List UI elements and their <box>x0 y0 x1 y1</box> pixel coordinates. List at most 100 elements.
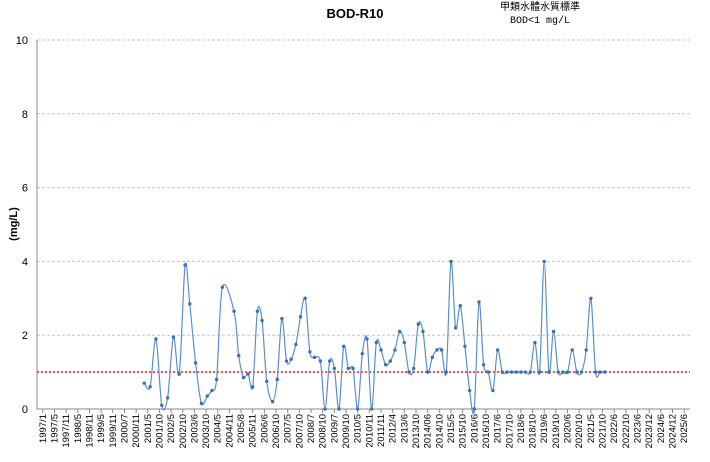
x-axis-ticks: 1997/1 1997/5 1997/11 1998/5 1998/11 1999/5 19… <box>38 414 690 448</box>
data-point <box>593 370 598 374</box>
data-point <box>346 366 351 371</box>
data-point <box>491 388 495 393</box>
data-point <box>341 344 346 348</box>
data-point <box>407 370 411 374</box>
x-tick-label: 2001/5 <box>143 414 154 443</box>
x-tick-label: 2014/10 <box>434 414 445 448</box>
x-tick-label: 2005/8 <box>236 414 247 443</box>
data-point <box>241 375 246 380</box>
data-point <box>365 337 369 341</box>
data-point <box>154 337 158 341</box>
x-tick-label: 2025/6 <box>679 414 690 443</box>
data-point <box>351 366 355 371</box>
data-point <box>519 370 523 374</box>
y-axis-label: (mg/L) <box>8 207 20 241</box>
data-point <box>509 370 514 374</box>
x-tick-label: 2010/11 <box>364 414 375 448</box>
x-tick-label: 2020/6 <box>563 414 574 443</box>
data-point <box>579 370 584 374</box>
data-point <box>379 348 383 352</box>
data-point <box>537 370 542 374</box>
data-point <box>547 370 551 374</box>
x-tick-label: 2021/10 <box>598 414 609 448</box>
data-point <box>237 353 241 358</box>
x-tick-label: 1997/1 <box>38 414 49 443</box>
data-point <box>205 394 209 398</box>
data-point <box>477 300 481 304</box>
data-point <box>561 370 565 374</box>
data-point <box>284 359 289 363</box>
data-point <box>275 377 279 382</box>
data-point <box>260 318 264 323</box>
data-point <box>575 370 579 374</box>
data-point <box>411 366 416 371</box>
x-tick-label: 2001/10 <box>154 414 165 448</box>
x-tick-label: 2018/10 <box>528 414 539 448</box>
data-point <box>495 348 500 352</box>
data-point <box>449 259 453 264</box>
data-point <box>298 315 303 319</box>
data-point <box>171 335 176 339</box>
data-point <box>430 355 434 360</box>
data-point <box>500 370 504 374</box>
x-tick-label: 2015/5 <box>446 414 457 443</box>
data-point <box>570 348 574 352</box>
data-point <box>280 316 284 321</box>
data-point <box>270 399 275 404</box>
data-point <box>188 302 192 306</box>
data-point <box>472 407 476 411</box>
data-point <box>337 407 341 411</box>
data-point <box>199 401 204 406</box>
data-point <box>388 359 393 363</box>
data-point <box>505 370 509 374</box>
x-tick-label: 2013/10 <box>411 414 422 448</box>
data-point <box>193 361 198 365</box>
x-tick-label: 2015/10 <box>458 414 469 448</box>
x-tick-label: 2024/6 <box>656 414 667 443</box>
gridlines <box>37 39 690 336</box>
data-point <box>332 366 337 371</box>
data-point <box>528 370 532 374</box>
data-point <box>360 351 365 356</box>
x-tick-label: 1998/5 <box>73 414 84 443</box>
data-point <box>374 340 379 345</box>
x-tick-label: 2008/7 <box>306 414 317 443</box>
standard-annotation-line1: 甲類水體水質標準 <box>500 3 580 14</box>
data-point <box>589 296 593 300</box>
x-tick-label: 2011/11 <box>376 414 387 447</box>
data-point <box>308 350 312 354</box>
data-point <box>435 348 439 352</box>
series-group <box>142 259 607 415</box>
data-point <box>165 396 170 400</box>
x-tick-label: 2020/10 <box>574 414 585 448</box>
chart-title: BOD-R10 <box>326 6 384 21</box>
x-tick-label: 1997/5 <box>49 414 60 443</box>
data-point <box>421 329 425 334</box>
x-tick-label: 2023/12 <box>644 414 655 448</box>
y-tick-label: 8 <box>22 109 28 121</box>
data-point <box>514 370 518 374</box>
data-point <box>160 403 164 408</box>
x-tick-label: 2009/10 <box>341 414 352 448</box>
x-tick-label: 2004/11 <box>224 414 235 448</box>
data-point <box>393 348 397 352</box>
data-point <box>220 285 225 289</box>
x-tick-label: 2007/5 <box>283 414 294 443</box>
standard-annotation: 甲類水體水質標準 BOD<1 mg/L <box>490 2 590 28</box>
data-point <box>463 344 467 348</box>
data-point <box>565 370 570 374</box>
x-tick-label: 2010/5 <box>353 414 364 443</box>
x-tick-label: 2017/10 <box>504 414 515 448</box>
data-point <box>303 296 307 300</box>
data-point <box>486 370 490 374</box>
x-tick-label: 2008/10 <box>318 414 329 448</box>
x-tick-label: 2000/7 <box>119 414 130 443</box>
data-point <box>397 329 402 334</box>
x-tick-label: 1999/5 <box>96 414 107 443</box>
x-tick-label: 2003/6 <box>189 414 200 443</box>
data-point <box>312 355 317 360</box>
data-point <box>467 388 472 393</box>
x-tick-label: 2021/5 <box>586 414 597 443</box>
data-point <box>369 407 374 411</box>
